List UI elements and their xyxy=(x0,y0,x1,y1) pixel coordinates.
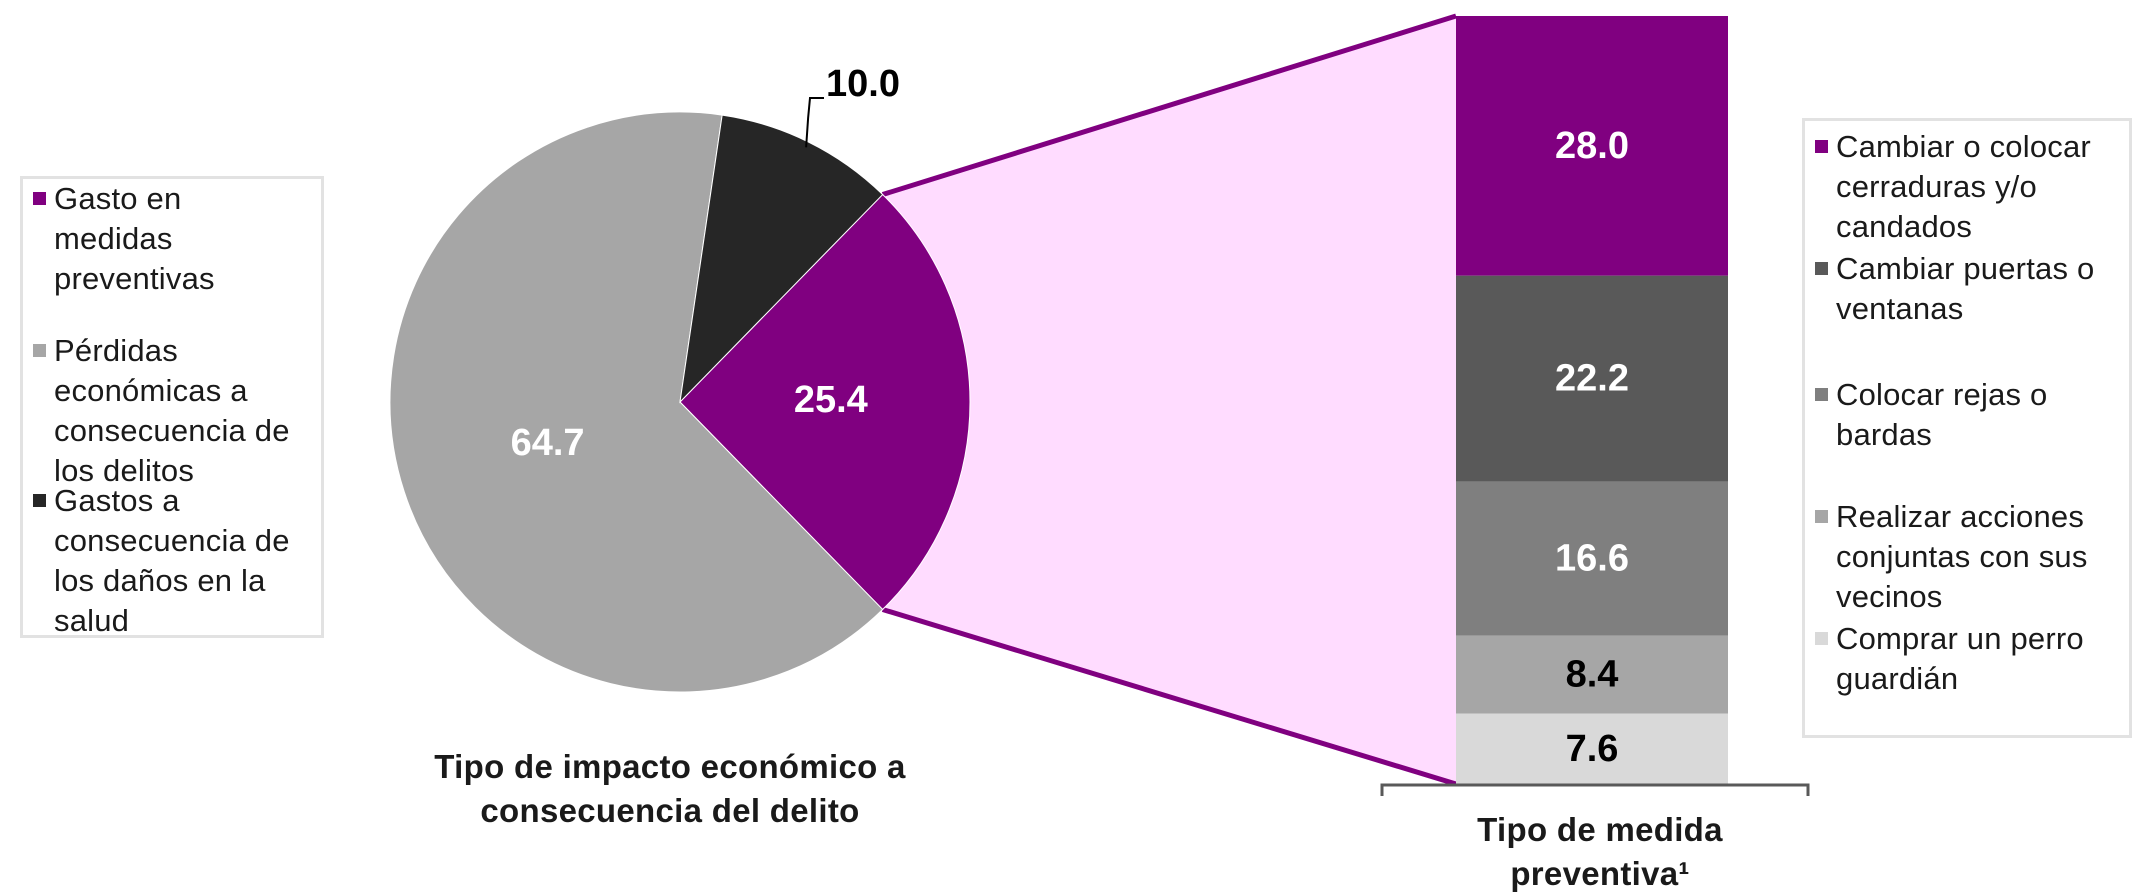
pie-legend-label: Gasto en medidas preventivas xyxy=(54,179,215,299)
bar-legend-label-line: Cambiar o colocar xyxy=(1836,129,2091,164)
bar-legend-label: Colocar rejas o bardas xyxy=(1836,375,2047,455)
bar-legend-label-line: Colocar rejas o xyxy=(1836,377,2048,412)
bar-legend-label-line: guardián xyxy=(1836,661,1959,696)
bar-segment-locks xyxy=(1456,16,1728,276)
pie-legend-label-line: los daños en la xyxy=(54,563,266,598)
zoom-connector-fill xyxy=(882,16,1456,784)
bar-legend-item: Comprar un perro guardián xyxy=(1815,619,2127,699)
bar-legend-label-line: conjuntas con sus xyxy=(1836,539,2088,574)
pie-legend-label-line: los delitos xyxy=(54,453,195,488)
bar-segment-doors xyxy=(1456,275,1728,482)
pie-caption: Tipo de impacto económico a consecuencia… xyxy=(380,745,960,833)
pie-legend: Gasto en medidas preventivas Pérdidas económ… xyxy=(20,176,324,638)
bar-label-neighbors: 8.4 xyxy=(1566,654,1619,696)
pie-slice-health xyxy=(679,114,884,404)
pie-legend-label-line: salud xyxy=(54,603,130,638)
bar-legend-label-line: cerraduras y/o xyxy=(1836,169,2037,204)
bar-legend-label-line: Comprar un perro xyxy=(1836,621,2084,656)
zoom-connector-top-line xyxy=(881,13,1457,197)
pie-legend-item: Pérdidas económicas a consecuencia de los d… xyxy=(33,331,313,491)
bar-segment-dog xyxy=(1456,713,1728,784)
bar-legend-swatch xyxy=(1815,510,1828,523)
bar-legend-label-line: ventanas xyxy=(1836,291,1964,326)
bar-caption: Tipo de medida preventiva¹ xyxy=(1420,808,1780,896)
pie-legend-item: Gastos a consecuencia de los daños en la sa… xyxy=(33,481,313,641)
pie-label-preventive: 25.4 xyxy=(794,379,868,421)
bar-legend: Cambiar o colocar cerraduras y/o candados C… xyxy=(1802,118,2132,738)
bar-legend-item: Colocar rejas o bardas xyxy=(1815,375,2127,455)
bar-legend-swatch xyxy=(1815,388,1828,401)
bar-segment-bars xyxy=(1456,481,1728,636)
pie-legend-label-line: económicas a xyxy=(54,373,248,408)
bar-label-bars: 16.6 xyxy=(1555,538,1629,580)
bar-label-doors: 22.2 xyxy=(1555,358,1629,400)
pie-leader-line xyxy=(805,97,824,148)
pie-slice-losses xyxy=(389,111,884,693)
bar-bracket xyxy=(1380,783,1810,796)
pie-caption-text: Tipo de impacto económico a consecuencia… xyxy=(434,748,906,829)
bar-label-locks: 28.0 xyxy=(1555,125,1629,167)
pie-label-losses: 64.7 xyxy=(511,422,585,464)
bar-caption-text: Tipo de medida preventiva¹ xyxy=(1477,811,1723,892)
pie-legend-swatch xyxy=(33,494,46,507)
pie-legend-label-line: medidas xyxy=(54,221,173,256)
bar-legend-label-line: bardas xyxy=(1836,417,1932,452)
bar-legend-item: Realizar acciones conjuntas con sus vecino… xyxy=(1815,497,2127,617)
pie-legend-label: Gastos a consecuencia de los daños en la sa… xyxy=(54,481,290,641)
pie-legend-label-line: Gastos a xyxy=(54,483,180,518)
bar-label-dog: 7.6 xyxy=(1566,728,1619,770)
pie-legend-swatch xyxy=(33,192,46,205)
bar-legend-label: Cambiar puertas o ventanas xyxy=(1836,249,2094,329)
pie-legend-swatch xyxy=(33,344,46,357)
bar-legend-swatch xyxy=(1815,262,1828,275)
pie-slice-preventive xyxy=(679,193,971,611)
pie-legend-label-line: Pérdidas xyxy=(54,333,178,368)
pie-label-health: 10.0 xyxy=(826,63,900,105)
bar-legend-label-line: candados xyxy=(1836,209,1973,244)
bar-legend-label-line: vecinos xyxy=(1836,579,1943,614)
pie-legend-label: Pérdidas económicas a consecuencia de los d… xyxy=(54,331,290,491)
bar-legend-label: Cambiar o colocar cerraduras y/o candados xyxy=(1836,127,2091,247)
pie-legend-item: Gasto en medidas preventivas xyxy=(33,179,313,299)
bar-segment-neighbors xyxy=(1456,635,1728,714)
bar-legend-swatch xyxy=(1815,632,1828,645)
pie-legend-label-line: Gasto en xyxy=(54,181,182,216)
pie-legend-label-line: consecuencia de xyxy=(54,523,290,558)
bar-legend-label-line: Realizar acciones xyxy=(1836,499,2085,534)
bar-legend-label: Realizar acciones conjuntas con sus vecino… xyxy=(1836,497,2088,617)
pie-legend-label-line: consecuencia de xyxy=(54,413,290,448)
bar-legend-item: Cambiar o colocar cerraduras y/o candados xyxy=(1815,127,2127,247)
zoom-connector-bottom-line xyxy=(881,607,1457,787)
bar-legend-item: Cambiar puertas o ventanas xyxy=(1815,249,2127,329)
pie-legend-label-line: preventivas xyxy=(54,261,215,296)
bar-legend-swatch xyxy=(1815,140,1828,153)
bar-legend-label: Comprar un perro guardián xyxy=(1836,619,2084,699)
bar-legend-label-line: Cambiar puertas o xyxy=(1836,251,2095,286)
